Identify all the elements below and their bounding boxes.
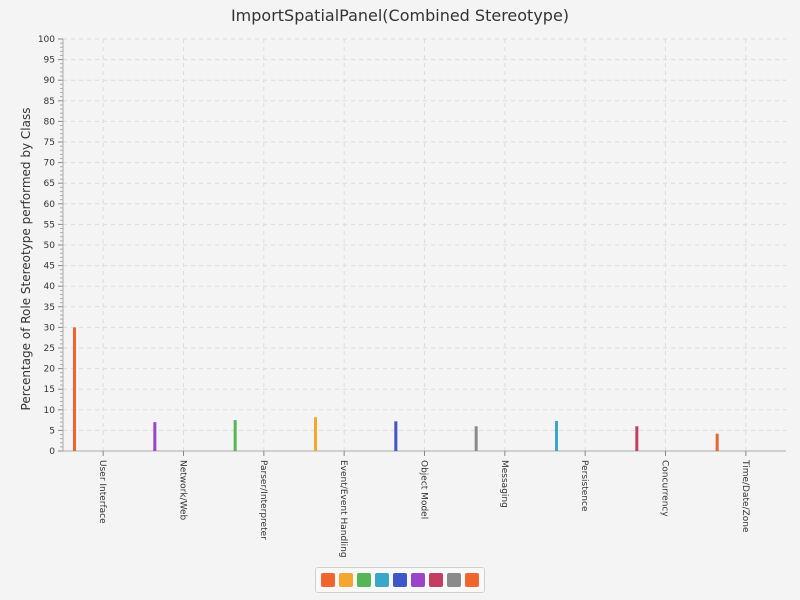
y-tick-label: 35	[44, 303, 55, 313]
y-tick-label: 75	[44, 138, 55, 148]
y-tick-label: 55	[44, 220, 55, 230]
x-tick-label: Time/Date/Zone	[740, 459, 750, 533]
category-labels: User Interface Network/Web Parser/Interpre…	[97, 459, 750, 558]
y-tick-label: 95	[44, 56, 55, 66]
y-tick-label: 40	[44, 282, 56, 292]
bar	[715, 433, 719, 451]
x-tick-label: Object Model	[419, 460, 429, 519]
x-tick-label: Event/Event Handling	[338, 460, 348, 558]
y-tick-label: 80	[44, 117, 56, 127]
bars	[73, 327, 719, 451]
x-tick-label: Parser/Interpreter	[258, 460, 268, 540]
bar	[394, 421, 398, 451]
legend-swatch	[321, 573, 335, 587]
bar	[233, 420, 237, 451]
x-tick-label: Concurrency	[660, 460, 670, 517]
legend-swatch	[375, 573, 389, 587]
legend	[315, 567, 485, 593]
y-tick-label: 90	[44, 76, 56, 86]
y-tick-label: 15	[44, 385, 55, 395]
legend-swatch	[447, 573, 461, 587]
y-tick-label: 25	[44, 344, 55, 354]
x-tick-label: User Interface	[97, 460, 107, 524]
y-tick-label: 0	[49, 447, 55, 457]
x-axis	[63, 450, 786, 456]
y-tick-label: 100	[38, 35, 55, 45]
y-tick-label: 10	[44, 406, 56, 416]
y-tick-label: 30	[44, 323, 56, 333]
x-tick-label: Network/Web	[178, 460, 188, 521]
bar	[474, 426, 478, 451]
legend-swatch	[411, 573, 425, 587]
y-tick-label: 70	[44, 159, 56, 169]
y-tick-label: 85	[44, 97, 55, 107]
y-axis: 0 5 10 15 20 25 30 35 40 45 50 55 60 65 70 75 80 85 90 95 10…	[38, 35, 64, 457]
legend-swatch	[339, 573, 353, 587]
grid-lines	[63, 38, 786, 451]
x-tick-label: Messaging	[499, 460, 509, 508]
bar	[73, 327, 76, 451]
y-tick-label: 5	[49, 426, 55, 436]
x-tick-label: Persistence	[579, 460, 589, 512]
legend-swatch	[429, 573, 443, 587]
y-tick-label: 20	[44, 365, 56, 375]
bar	[314, 417, 317, 451]
legend-swatch	[465, 573, 479, 587]
y-tick-label: 50	[44, 241, 56, 251]
legend-swatch	[357, 573, 371, 587]
y-tick-label: 45	[44, 262, 55, 272]
bar	[153, 422, 157, 451]
chart-title: ImportSpatialPanel(Combined Stereotype)	[230, 6, 570, 25]
bar	[555, 420, 558, 451]
legend-swatch	[393, 573, 407, 587]
bar	[635, 426, 639, 451]
y-tick-label: 60	[44, 200, 56, 210]
y-tick-label: 65	[44, 179, 55, 189]
